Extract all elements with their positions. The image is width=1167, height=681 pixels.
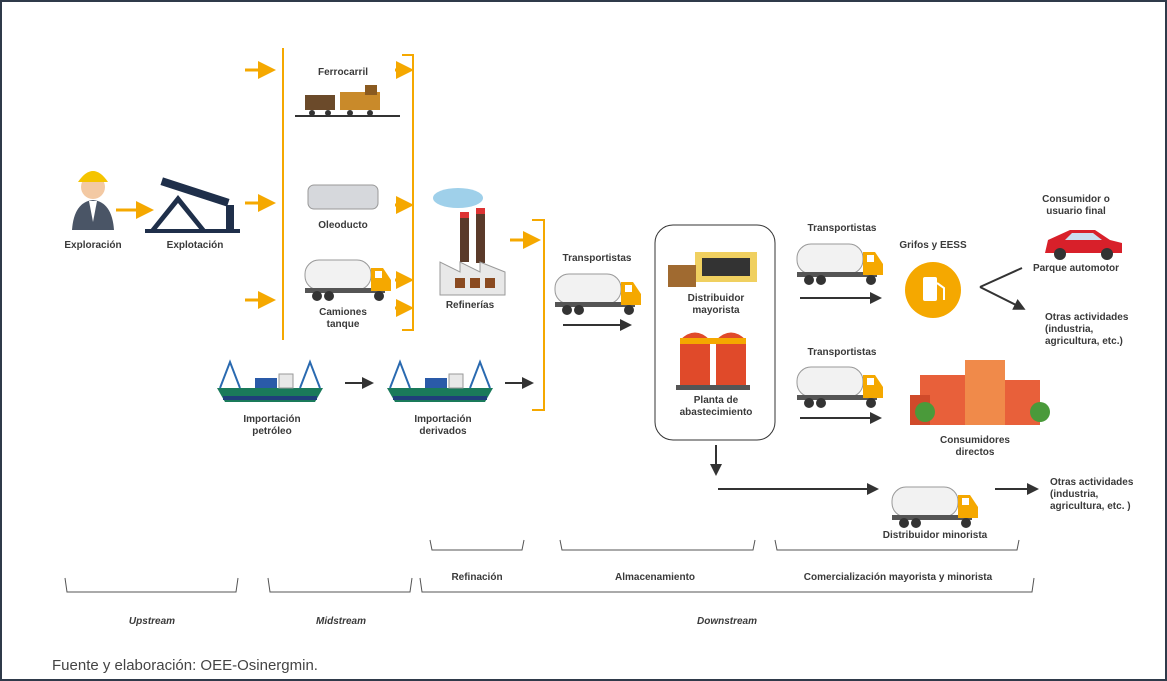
segment-label: Comercialización mayorista y minorista — [804, 572, 993, 583]
node-label: Consumidor o — [1042, 194, 1110, 205]
node-label: Distribuidor — [688, 293, 745, 304]
source-note: Fuente y elaboración: OEE-Osinergmin. — [52, 657, 318, 674]
node-label: Importación — [243, 414, 300, 425]
node-label: Importación — [414, 414, 471, 425]
node-label: usuario final — [1046, 206, 1106, 217]
node-label: Transportistas — [808, 223, 877, 234]
gas-station-icon — [905, 262, 961, 318]
node-label: Refinerías — [446, 300, 495, 311]
node-label: Distribuidor minorista — [883, 530, 988, 541]
node-label: Otras actividades — [1045, 312, 1129, 323]
page: Cadena de valor de hidrocarburos {"nodes… — [0, 0, 1167, 681]
node-label: Planta de — [694, 395, 739, 406]
diagram: Exploración Explotación Ferrocarril Oleoduc… — [0, 0, 1167, 681]
node-label: Exploración — [64, 240, 121, 251]
node-label: petróleo — [252, 426, 291, 437]
node-label: agricultura, etc. ) — [1050, 501, 1131, 512]
body: Exploración Explotación Ferrocarril Oleoduc… — [0, 0, 1167, 681]
node-label: Explotación — [167, 240, 224, 251]
node-label: Consumidores — [940, 435, 1010, 446]
node-label: derivados — [419, 426, 467, 437]
node-label: Camiones — [319, 307, 367, 318]
stage-label: Downstream — [697, 616, 757, 627]
node-label: Transportistas — [563, 253, 632, 264]
node-label: mayorista — [692, 305, 740, 316]
node-label: Parque automotor — [1033, 263, 1119, 274]
node-label: Grifos y EESS — [899, 240, 967, 251]
node-label: abastecimiento — [680, 407, 753, 418]
stage-label: Midstream — [316, 616, 366, 627]
segment-label: Almacenamiento — [615, 572, 695, 583]
node-label: (industria, — [1050, 489, 1099, 500]
node-label: Transportistas — [808, 347, 877, 358]
segment-label: Refinación — [451, 572, 502, 583]
node-label: Oleoducto — [318, 220, 367, 231]
node-label: agricultura, etc.) — [1045, 336, 1123, 347]
node-label: directos — [956, 447, 995, 458]
node-label: Otras actividades — [1050, 477, 1134, 488]
pipeline-icon — [308, 185, 378, 209]
node-label: (industria, — [1045, 324, 1094, 335]
stage-label: Upstream — [129, 616, 175, 627]
node-label: Ferrocarril — [318, 67, 368, 78]
node-label: tanque — [327, 319, 360, 330]
